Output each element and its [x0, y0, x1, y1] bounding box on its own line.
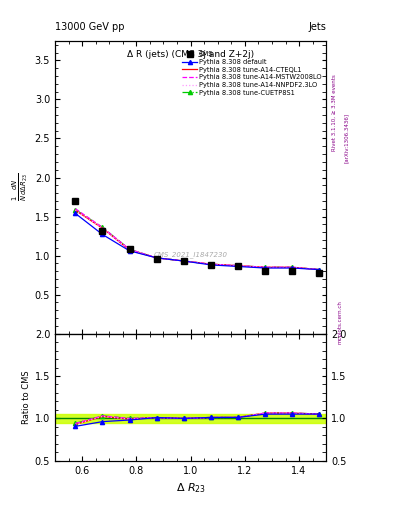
Pythia 8.308 default [236, 263, 241, 269]
Pythia 8.308 tune-A14-CTEQL1 [236, 263, 241, 269]
Text: Jets: Jets [309, 22, 326, 32]
Pythia 8.308 tune-A14-MSTW2008LO [236, 263, 241, 269]
Y-axis label: Ratio to CMS: Ratio to CMS [22, 370, 31, 424]
Pythia 8.308 tune-A14-NNPDF2.3LO [73, 207, 78, 214]
Pythia 8.308 tune-A14-NNPDF2.3LO [154, 255, 159, 261]
Pythia 8.308 tune-A14-CTEQL1 [154, 255, 159, 261]
Pythia 8.308 tune-A14-CTEQL1 [290, 264, 295, 270]
Line: Pythia 8.308 tune-A14-MSTW2008LO: Pythia 8.308 tune-A14-MSTW2008LO [75, 209, 320, 270]
CMS [127, 246, 132, 252]
Pythia 8.308 tune-A14-CTEQL1 [182, 258, 186, 264]
Bar [55, 414, 326, 422]
Pythia 8.308 tune-CUETP8S1 [263, 264, 268, 270]
Text: Rivet 3.1.10, ≥ 3.3M events: Rivet 3.1.10, ≥ 3.3M events [332, 74, 337, 151]
Pythia 8.308 tune-A14-NNPDF2.3LO [182, 258, 186, 264]
Pythia 8.308 tune-CUETP8S1 [317, 267, 322, 273]
Pythia 8.308 default [209, 262, 213, 268]
Pythia 8.308 tune-A14-NNPDF2.3LO [317, 267, 322, 273]
Pythia 8.308 tune-CUETP8S1 [209, 261, 213, 267]
Pythia 8.308 default [154, 255, 159, 261]
Y-axis label: $\frac{1}{N}\frac{dN}{d\Delta R_{23}}$: $\frac{1}{N}\frac{dN}{d\Delta R_{23}}$ [11, 173, 31, 201]
Line: Pythia 8.308 tune-A14-NNPDF2.3LO: Pythia 8.308 tune-A14-NNPDF2.3LO [75, 210, 320, 270]
Text: Δ R (jets) (CMS 3j and Z+2j): Δ R (jets) (CMS 3j and Z+2j) [127, 50, 254, 59]
Pythia 8.308 tune-CUETP8S1 [127, 246, 132, 252]
Text: 13000 GeV pp: 13000 GeV pp [55, 22, 125, 32]
CMS [263, 268, 268, 274]
Text: CMS_2021_I1847230: CMS_2021_I1847230 [154, 251, 228, 258]
Pythia 8.308 tune-A14-CTEQL1 [209, 261, 213, 267]
Pythia 8.308 tune-A14-MSTW2008LO [182, 258, 186, 264]
CMS [209, 262, 213, 268]
Pythia 8.308 tune-CUETP8S1 [182, 258, 186, 264]
Line: Pythia 8.308 tune-CUETP8S1: Pythia 8.308 tune-CUETP8S1 [73, 207, 321, 272]
CMS [73, 198, 78, 204]
CMS [154, 255, 159, 262]
Pythia 8.308 tune-CUETP8S1 [100, 224, 105, 230]
CMS [236, 263, 241, 269]
CMS [100, 227, 105, 233]
Pythia 8.308 default [263, 265, 268, 271]
Pythia 8.308 default [317, 267, 322, 273]
Line: CMS: CMS [72, 198, 323, 276]
Pythia 8.308 tune-A14-CTEQL1 [73, 207, 78, 214]
Pythia 8.308 tune-A14-CTEQL1 [127, 247, 132, 253]
Pythia 8.308 tune-A14-MSTW2008LO [263, 264, 268, 270]
Text: [arXiv:1306.3436]: [arXiv:1306.3436] [344, 113, 349, 163]
Pythia 8.308 tune-A14-MSTW2008LO [209, 261, 213, 267]
Pythia 8.308 tune-A14-NNPDF2.3LO [290, 264, 295, 270]
Line: Pythia 8.308 tune-A14-CTEQL1: Pythia 8.308 tune-A14-CTEQL1 [75, 210, 320, 270]
Pythia 8.308 tune-A14-CTEQL1 [317, 267, 322, 273]
Pythia 8.308 tune-A14-NNPDF2.3LO [209, 261, 213, 267]
Pythia 8.308 tune-A14-CTEQL1 [100, 225, 105, 231]
Pythia 8.308 tune-CUETP8S1 [290, 264, 295, 270]
CMS [290, 268, 295, 274]
Pythia 8.308 tune-A14-NNPDF2.3LO [100, 225, 105, 231]
Line: Pythia 8.308 default: Pythia 8.308 default [73, 211, 321, 272]
Pythia 8.308 default [290, 265, 295, 271]
Pythia 8.308 tune-CUETP8S1 [236, 263, 241, 269]
Pythia 8.308 tune-A14-MSTW2008LO [317, 267, 322, 273]
Pythia 8.308 default [127, 248, 132, 254]
Pythia 8.308 tune-CUETP8S1 [154, 255, 159, 261]
Pythia 8.308 tune-A14-MSTW2008LO [127, 246, 132, 252]
Pythia 8.308 default [182, 258, 186, 264]
Pythia 8.308 tune-A14-MSTW2008LO [73, 206, 78, 212]
Pythia 8.308 tune-A14-CTEQL1 [263, 264, 268, 270]
X-axis label: $\Delta\ R_{23}$: $\Delta\ R_{23}$ [176, 481, 206, 495]
Pythia 8.308 default [100, 231, 105, 238]
Pythia 8.308 tune-A14-NNPDF2.3LO [236, 263, 241, 269]
Pythia 8.308 tune-A14-MSTW2008LO [100, 224, 105, 230]
Pythia 8.308 tune-A14-NNPDF2.3LO [127, 247, 132, 253]
Text: mcplots.cern.ch: mcplots.cern.ch [338, 301, 343, 345]
Legend: CMS, Pythia 8.308 default, Pythia 8.308 tune-A14-CTEQL1, Pythia 8.308 tune-A14-M: CMS, Pythia 8.308 default, Pythia 8.308 … [181, 50, 323, 97]
Pythia 8.308 default [73, 210, 78, 217]
Pythia 8.308 tune-A14-NNPDF2.3LO [263, 264, 268, 270]
Pythia 8.308 tune-A14-MSTW2008LO [290, 264, 295, 270]
Pythia 8.308 tune-A14-MSTW2008LO [154, 255, 159, 261]
Pythia 8.308 tune-CUETP8S1 [73, 206, 78, 212]
CMS [182, 258, 186, 264]
CMS [317, 270, 322, 276]
